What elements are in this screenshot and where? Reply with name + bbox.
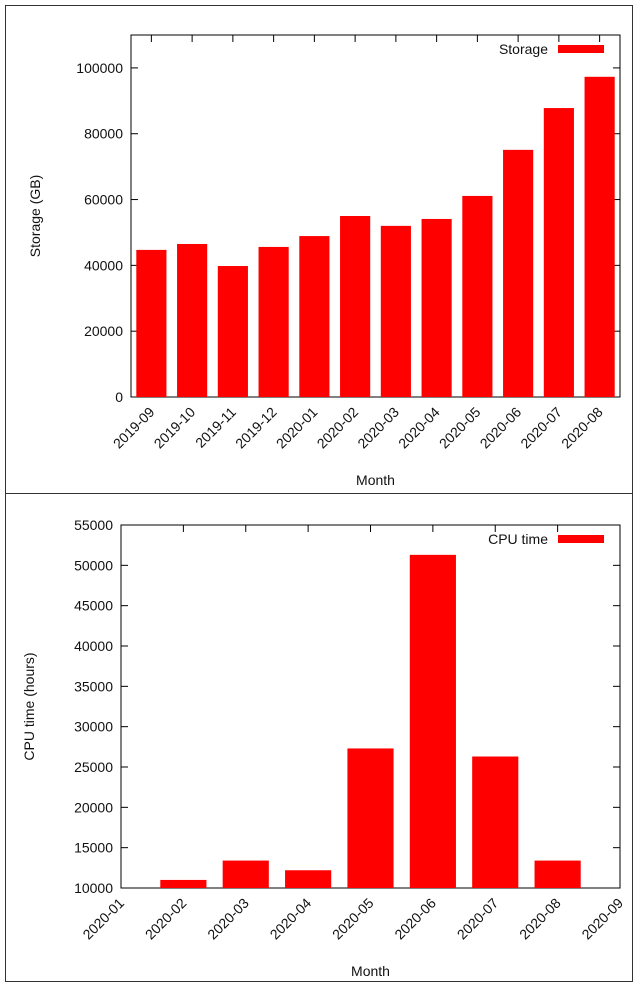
- y-tick-label: 80000: [84, 126, 123, 142]
- legend-swatch: [558, 45, 604, 53]
- y-tick-label: 25000: [74, 759, 113, 775]
- bar: [177, 243, 208, 397]
- y-tick-label: 55000: [74, 517, 113, 533]
- bar: [503, 149, 534, 397]
- bar: [258, 246, 289, 397]
- y-tick-label: 20000: [84, 323, 123, 339]
- x-tick-label: 2020-06: [391, 895, 439, 943]
- bar: [340, 216, 371, 397]
- y-tick-label: 40000: [84, 257, 123, 273]
- x-tick-label: 2020-03: [204, 895, 252, 943]
- x-axis-label: Month: [351, 963, 390, 979]
- bar: [160, 879, 207, 888]
- y-tick-label: 100000: [76, 60, 123, 76]
- bar: [472, 756, 519, 888]
- x-tick-label: 2020-08: [558, 404, 606, 452]
- legend-swatch: [558, 535, 604, 543]
- x-tick-label: 2020-04: [395, 404, 443, 452]
- bar: [543, 108, 574, 398]
- bar: [584, 76, 615, 397]
- x-tick-label: 2020-01: [273, 404, 321, 452]
- y-axis-label: CPU time (hours): [21, 652, 37, 760]
- bar: [299, 236, 330, 397]
- x-tick-label: 2020-03: [354, 404, 402, 452]
- y-tick-label: 60000: [84, 192, 123, 208]
- x-tick-label: 2020-05: [436, 404, 484, 452]
- bar: [462, 195, 493, 397]
- y-tick-label: 0: [115, 389, 123, 405]
- bar: [409, 554, 456, 888]
- x-tick-label: 2020-05: [329, 895, 377, 943]
- x-tick-label: 2020-06: [477, 404, 525, 452]
- x-tick-label: 2020-02: [142, 895, 190, 943]
- plot-frame: [130, 34, 621, 398]
- x-tick-label: 2019-12: [232, 404, 280, 452]
- y-tick-label: 10000: [74, 880, 113, 896]
- y-tick-label: 20000: [74, 799, 113, 815]
- x-tick-label: 2020-07: [517, 404, 565, 452]
- x-tick-label: 2019-09: [110, 404, 158, 452]
- bar: [380, 225, 411, 397]
- x-tick-label: 2019-10: [151, 404, 199, 452]
- y-tick-label: 40000: [74, 638, 113, 654]
- bar: [534, 860, 581, 888]
- y-tick-label: 35000: [74, 678, 113, 694]
- legend-label: Storage: [499, 41, 548, 57]
- x-axis-label: Month: [356, 472, 395, 488]
- y-tick-label: 50000: [74, 557, 113, 573]
- x-tick-label: 2020-07: [454, 895, 502, 943]
- y-tick-label: 45000: [74, 598, 113, 614]
- x-tick-label: 2020-09: [578, 895, 626, 943]
- bar: [347, 748, 394, 888]
- y-axis-label: Storage (GB): [27, 175, 43, 257]
- x-tick-label: 2020-08: [516, 895, 564, 943]
- bar: [217, 266, 248, 397]
- x-tick-label: 2020-01: [79, 895, 127, 943]
- bar: [285, 870, 332, 888]
- bar: [222, 860, 269, 888]
- x-tick-label: 2020-04: [267, 895, 315, 943]
- x-tick-label: 2019-11: [192, 404, 239, 451]
- bar: [421, 218, 452, 397]
- y-tick-label: 30000: [74, 719, 113, 735]
- y-tick-label: 15000: [74, 840, 113, 856]
- x-tick-label: 2020-02: [314, 404, 362, 452]
- legend-label: CPU time: [488, 531, 548, 547]
- bar: [136, 249, 167, 397]
